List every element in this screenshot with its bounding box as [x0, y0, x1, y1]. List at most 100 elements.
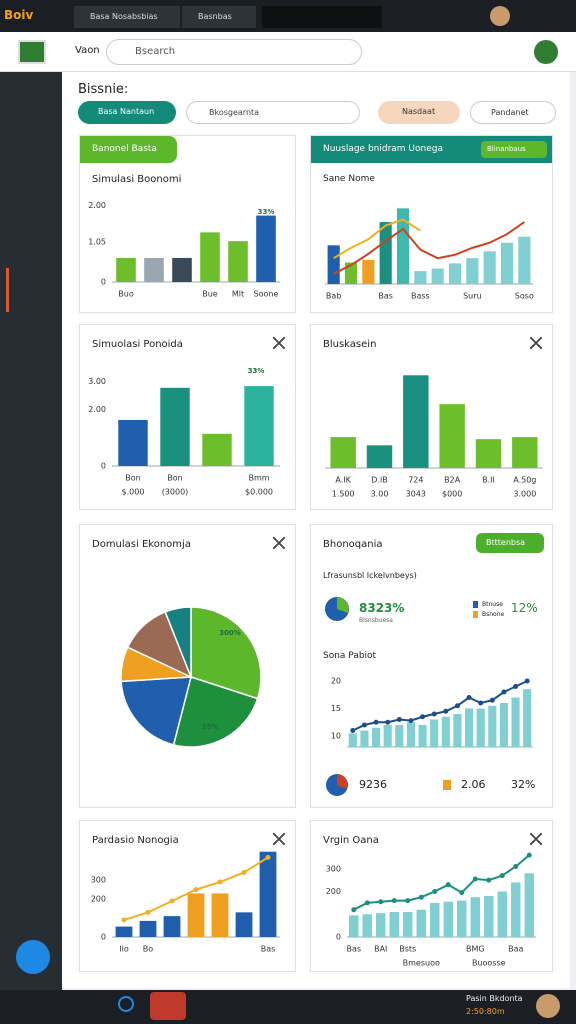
panel: Simuolasi Ponoida 0 2.00 3.00 Bon Bon Bmm $.000…	[79, 324, 296, 510]
tab[interactable]: Basa Nosabsbias	[74, 6, 180, 28]
chart: 0 200 300 Bas BAI Bsts BMG Baa Bmesuoo Buoosse	[326, 852, 536, 968]
y-tick-label: 0	[101, 278, 106, 287]
panel-tag[interactable]: Blinanbaus	[481, 141, 547, 158]
panel-subtitle: Sane Nome	[323, 174, 375, 184]
bar	[211, 893, 229, 937]
bar	[416, 909, 426, 937]
profile[interactable]	[534, 40, 558, 64]
bar	[366, 445, 393, 468]
bar	[344, 262, 358, 284]
bar	[259, 851, 277, 937]
panel-button[interactable]: Btttenbsa	[476, 533, 544, 553]
bar	[349, 915, 359, 937]
avatar[interactable]	[536, 994, 560, 1018]
point	[373, 719, 379, 725]
x-tick-note: 1.500	[332, 490, 355, 499]
page-title: Bissnie:	[78, 82, 129, 97]
bar	[235, 912, 253, 937]
point	[350, 728, 356, 733]
taskbar-app[interactable]	[118, 996, 134, 1012]
bar	[453, 714, 462, 747]
point	[265, 854, 271, 860]
avatar[interactable]	[490, 6, 510, 26]
bar	[187, 893, 205, 937]
logo[interactable]	[18, 40, 46, 64]
slice	[190, 606, 262, 700]
new-tab[interactable]	[262, 6, 382, 28]
filter-button[interactable]: Nasdaat	[378, 101, 460, 124]
annotation: 33%	[248, 367, 265, 375]
close-button[interactable]	[273, 337, 285, 349]
search-box[interactable]: Bsearch	[106, 39, 362, 65]
bar	[488, 705, 497, 747]
close-button[interactable]	[530, 337, 542, 349]
legend-item: Btnuse	[473, 601, 503, 608]
y-tick-label: 0	[101, 462, 106, 471]
menu-button[interactable]: Pandanet	[470, 101, 556, 124]
browser-bar: Boiv Basa Nosabsbias Basnbas	[0, 0, 576, 32]
slice	[164, 606, 192, 678]
x-tick-label: Bo	[143, 945, 153, 954]
y-tick-label: 200	[326, 887, 341, 896]
taskbar-app[interactable]	[150, 992, 186, 1020]
close-button[interactable]	[273, 833, 285, 845]
chart: 0 200 300 Ilo Bo Bas	[91, 851, 280, 954]
stat-right: 12%	[511, 601, 538, 615]
point	[486, 877, 492, 883]
bar	[518, 236, 531, 284]
x-tick-label: Bsts	[399, 945, 416, 954]
legend-item: Bsnone	[473, 611, 504, 618]
panel-tag: Banonel Basta	[80, 136, 177, 163]
x-tick-note: Bmesuoo	[403, 959, 440, 968]
line	[352, 680, 528, 732]
x-tick-label: Bue	[202, 290, 218, 299]
bar	[499, 703, 509, 747]
taskbar: Pasin Bkdonta 2:50:80m	[0, 990, 576, 1024]
point	[408, 718, 414, 724]
y-tick-label: 3.00	[88, 377, 106, 386]
chart: 0 2.00 3.00 Bon Bon Bmm $.000 (3000) $0.000 33%	[88, 367, 280, 497]
sidebar	[0, 72, 62, 990]
stat-note: Blsnsbuesa	[359, 617, 393, 624]
y-tick-label: 15	[331, 704, 341, 713]
chart: 0 1.05 2.00 Buo Bue Mlt Soone 33%	[88, 201, 280, 299]
panel: Domulasi Ekonomja 300% 35%	[79, 524, 296, 808]
x-tick-label: Ilo	[119, 945, 129, 954]
chart: 10 15 20	[325, 597, 533, 796]
point	[241, 870, 247, 876]
bar	[418, 725, 427, 747]
bar	[396, 208, 410, 284]
primary-button[interactable]: Basa Nantaun	[78, 101, 176, 124]
bar	[431, 268, 444, 284]
slice	[172, 676, 259, 748]
bar	[524, 873, 534, 937]
x-tick-note: 3043	[406, 490, 426, 499]
y-tick-label: 0	[336, 933, 341, 942]
bar	[414, 271, 427, 284]
x-tick-note: (3000)	[162, 488, 189, 497]
panel: Pardasio Nonogia 0 200 300 Ilo Bo Bas	[79, 820, 296, 972]
x-tick-note: $.000	[122, 488, 145, 497]
point	[432, 889, 438, 894]
annotation: 35%	[202, 723, 219, 731]
filter-search[interactable]: Bkosgearnta	[186, 101, 360, 124]
point	[385, 719, 391, 725]
point	[391, 898, 397, 904]
x-tick-label: Bass	[411, 292, 430, 301]
bar	[484, 896, 494, 937]
x-tick-label: 724	[408, 476, 423, 485]
point	[513, 863, 519, 869]
bar	[115, 926, 133, 937]
bar	[172, 257, 192, 282]
point	[524, 678, 530, 684]
chart: Bab Bas Bass Suru Soso	[325, 208, 534, 301]
bar	[362, 914, 372, 937]
tab[interactable]: Basnbas	[182, 6, 256, 28]
point	[459, 890, 465, 896]
point	[445, 882, 451, 888]
point	[378, 899, 384, 905]
bar	[448, 263, 462, 284]
close-button[interactable]	[530, 833, 542, 845]
close-button[interactable]	[273, 537, 285, 549]
apps-button[interactable]	[16, 940, 50, 974]
